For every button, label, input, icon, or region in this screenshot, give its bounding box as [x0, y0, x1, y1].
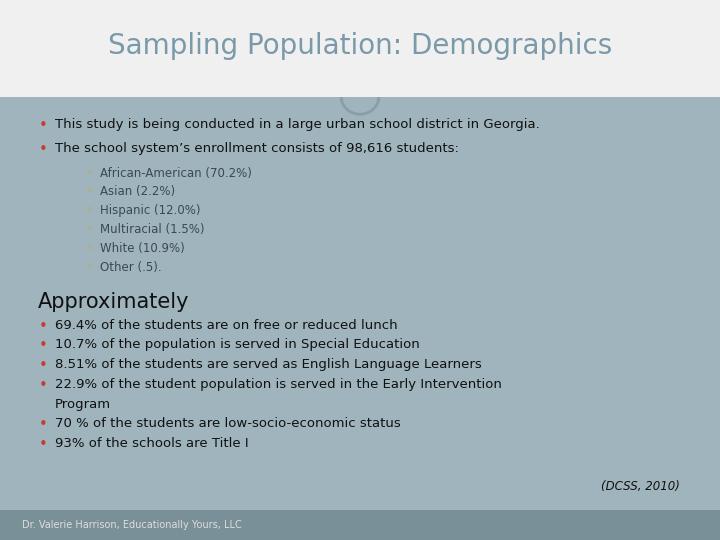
Text: 22.9% of the student population is served in the Early Intervention: 22.9% of the student population is serve… [55, 378, 502, 391]
Text: The school system’s enrollment consists of 98,616 students:: The school system’s enrollment consists … [55, 142, 459, 156]
Text: 93% of the schools are Title I: 93% of the schools are Title I [55, 437, 248, 450]
Text: Sampling Population: Demographics: Sampling Population: Demographics [108, 32, 612, 60]
Text: •: • [39, 417, 48, 433]
Text: 70 % of the students are low-socio-economic status: 70 % of the students are low-socio-econo… [55, 417, 401, 430]
Text: African-American (70.2%): African-American (70.2%) [100, 167, 252, 180]
Text: Dr. Valerie Harrison, Educationally Yours, LLC: Dr. Valerie Harrison, Educationally Your… [22, 520, 241, 530]
Text: 10.7% of the population is served in Special Education: 10.7% of the population is served in Spe… [55, 339, 420, 352]
Text: •: • [39, 378, 48, 393]
Text: White (10.9%): White (10.9%) [100, 242, 185, 255]
Text: •: • [39, 437, 48, 452]
Text: Hispanic (12.0%): Hispanic (12.0%) [100, 204, 200, 217]
Text: ◦: ◦ [86, 204, 94, 217]
Text: ◦: ◦ [86, 242, 94, 255]
Text: ◦: ◦ [86, 167, 94, 180]
Text: ◦: ◦ [86, 185, 94, 199]
Text: ◦: ◦ [86, 223, 94, 236]
Text: Approximately: Approximately [38, 293, 189, 313]
Text: Program: Program [55, 397, 111, 410]
Text: •: • [39, 339, 48, 354]
Text: •: • [39, 358, 48, 373]
Text: (DCSS, 2010): (DCSS, 2010) [601, 481, 680, 494]
Text: 69.4% of the students are on free or reduced lunch: 69.4% of the students are on free or red… [55, 319, 397, 332]
Text: Asian (2.2%): Asian (2.2%) [100, 185, 175, 199]
Text: This study is being conducted in a large urban school district in Georgia.: This study is being conducted in a large… [55, 118, 540, 131]
Text: •: • [39, 319, 48, 334]
Text: Other (.5).: Other (.5). [100, 261, 161, 274]
Text: 8.51% of the students are served as English Language Learners: 8.51% of the students are served as Engl… [55, 358, 482, 371]
Text: Multiracial (1.5%): Multiracial (1.5%) [100, 223, 204, 236]
Text: •: • [39, 142, 48, 157]
Text: ◦: ◦ [86, 261, 94, 274]
Text: •: • [39, 118, 48, 133]
